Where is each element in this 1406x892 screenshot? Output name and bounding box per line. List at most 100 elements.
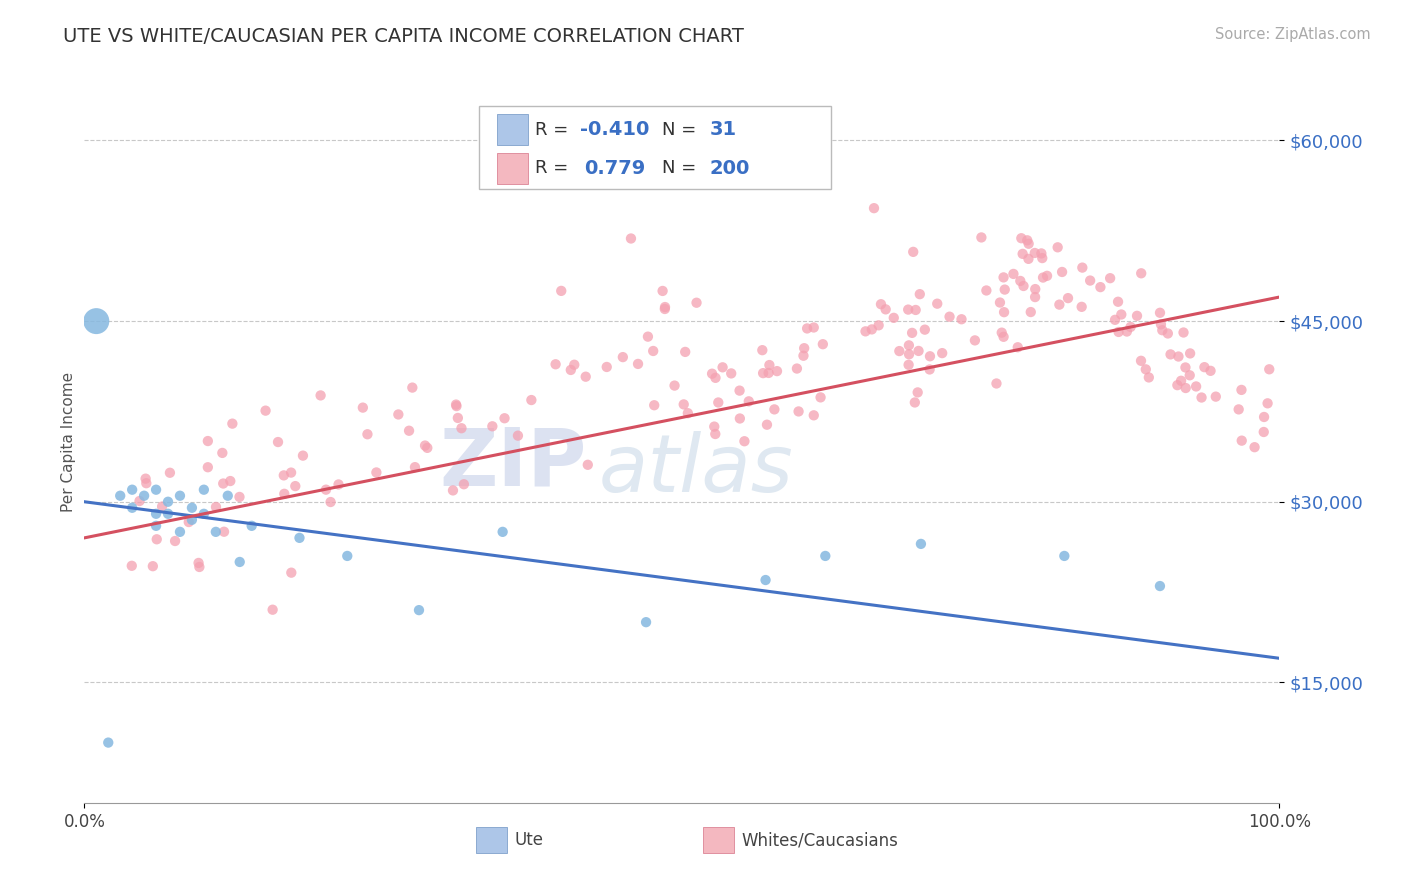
Point — [1057, 291, 1080, 305]
Point — [291, 449, 314, 463]
Point — [672, 397, 695, 411]
Point — [796, 321, 818, 335]
Point — [814, 549, 837, 563]
FancyBboxPatch shape — [703, 828, 734, 854]
Point — [142, 559, 165, 574]
Point — [918, 362, 941, 376]
Point — [273, 487, 295, 501]
Point — [352, 401, 374, 415]
Point — [1010, 274, 1032, 288]
Point — [811, 337, 834, 351]
Text: 200: 200 — [710, 159, 749, 178]
Text: -0.410: -0.410 — [581, 120, 650, 139]
Point — [280, 566, 302, 580]
Point — [1011, 247, 1033, 261]
Point — [1230, 383, 1253, 397]
Point — [1007, 340, 1029, 354]
Point — [751, 343, 773, 358]
Point — [228, 490, 250, 504]
Point — [205, 524, 228, 539]
Point — [169, 524, 191, 539]
Point — [898, 347, 921, 361]
Point — [1012, 279, 1035, 293]
Point — [1115, 325, 1137, 339]
Point — [1257, 396, 1279, 410]
Point — [273, 468, 295, 483]
Point — [738, 394, 761, 409]
Point — [157, 507, 180, 521]
Point — [212, 476, 235, 491]
Point — [620, 231, 643, 245]
Text: Ute: Ute — [515, 831, 544, 849]
Point — [319, 495, 342, 509]
Point — [803, 320, 825, 334]
Point — [110, 489, 132, 503]
Point — [703, 419, 725, 434]
Point — [1024, 282, 1046, 296]
Point — [908, 287, 931, 301]
Point — [728, 411, 751, 425]
Point — [481, 419, 503, 434]
Point — [868, 318, 890, 333]
Point — [676, 406, 699, 420]
Point — [875, 302, 897, 317]
Point — [145, 507, 167, 521]
Point — [135, 476, 157, 491]
Point — [453, 477, 475, 491]
Point — [1032, 270, 1054, 285]
Point — [1104, 313, 1126, 327]
Point — [1018, 236, 1040, 251]
Point — [229, 555, 252, 569]
Point — [901, 326, 924, 340]
Point — [1017, 252, 1039, 266]
Point — [733, 434, 755, 449]
Point — [560, 363, 582, 377]
Text: N =: N = — [662, 120, 696, 138]
Text: Source: ZipAtlas.com: Source: ZipAtlas.com — [1215, 27, 1371, 42]
Point — [755, 417, 778, 432]
Point — [907, 385, 929, 400]
Point — [1047, 298, 1070, 312]
Point — [752, 366, 775, 380]
Point — [450, 421, 472, 435]
Point — [1017, 233, 1039, 247]
Point — [654, 300, 676, 314]
Point — [1107, 294, 1129, 309]
Point — [685, 295, 707, 310]
Point — [145, 519, 167, 533]
Point — [1185, 379, 1208, 393]
Point — [1157, 326, 1180, 341]
Point — [637, 329, 659, 343]
Point — [441, 483, 464, 498]
Point — [994, 283, 1017, 297]
Point — [993, 270, 1015, 285]
Point — [1173, 326, 1195, 340]
Point — [1070, 300, 1092, 314]
Point — [914, 323, 936, 337]
Point — [1178, 368, 1201, 383]
Point — [254, 403, 277, 417]
Point — [1152, 323, 1174, 337]
Point — [904, 395, 927, 409]
Point — [506, 428, 529, 442]
FancyBboxPatch shape — [496, 114, 527, 145]
Text: 0.779: 0.779 — [583, 159, 645, 178]
Point — [786, 361, 808, 376]
Point — [1174, 360, 1197, 375]
Point — [145, 483, 167, 497]
Point — [1024, 290, 1046, 304]
Point — [1194, 360, 1216, 375]
Point — [387, 408, 409, 422]
Point — [1099, 271, 1122, 285]
Point — [1227, 402, 1250, 417]
Point — [159, 466, 181, 480]
Point — [416, 441, 439, 455]
Point — [1019, 305, 1042, 319]
Point — [950, 312, 973, 326]
Point — [494, 411, 516, 425]
Point — [404, 460, 426, 475]
Point — [903, 244, 925, 259]
Point — [863, 201, 886, 215]
Point — [897, 358, 920, 372]
Text: R =: R = — [534, 120, 574, 138]
